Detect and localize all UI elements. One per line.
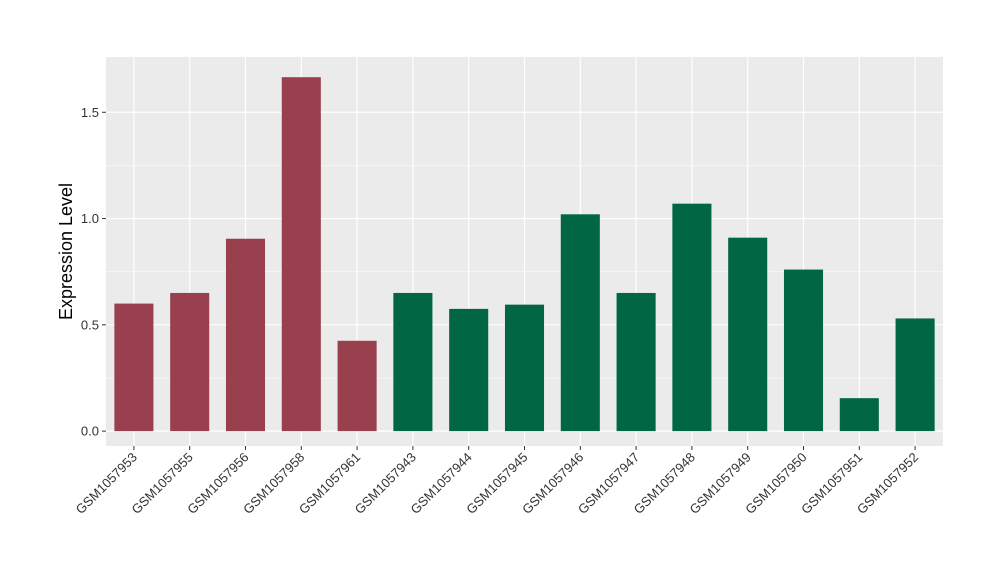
bar-GSM1057947 — [616, 292, 656, 432]
x-axis: GSM1057953GSM1057955GSM1057956GSM1057958… — [73, 446, 921, 517]
bar-GSM1057944 — [449, 308, 489, 432]
bar-GSM1057943 — [393, 292, 433, 432]
bar-GSM1057961 — [337, 340, 377, 432]
bar-GSM1057952 — [895, 318, 935, 432]
y-axis-title: Expression Level — [56, 183, 76, 320]
bar-GSM1057946 — [560, 214, 600, 432]
bar-GSM1057948 — [672, 203, 712, 432]
y-tick-label: 0.0 — [81, 424, 99, 439]
bar-GSM1057951 — [839, 398, 879, 432]
y-tick-label: 1.5 — [81, 105, 99, 120]
bar-GSM1057950 — [783, 269, 824, 432]
y-tick-label: 1.0 — [81, 211, 99, 226]
bar-GSM1057955 — [170, 292, 210, 432]
y-tick-label: 0.5 — [81, 317, 99, 332]
bars — [114, 77, 935, 432]
bar-GSM1057945 — [504, 304, 545, 432]
y-axis: 0.0 0.5 1.0 1.5 — [81, 105, 106, 439]
bar-GSM1057958 — [281, 77, 321, 432]
bar-GSM1057949 — [728, 237, 768, 432]
bar-GSM1057956 — [225, 238, 266, 432]
bar-GSM1057953 — [114, 303, 154, 432]
